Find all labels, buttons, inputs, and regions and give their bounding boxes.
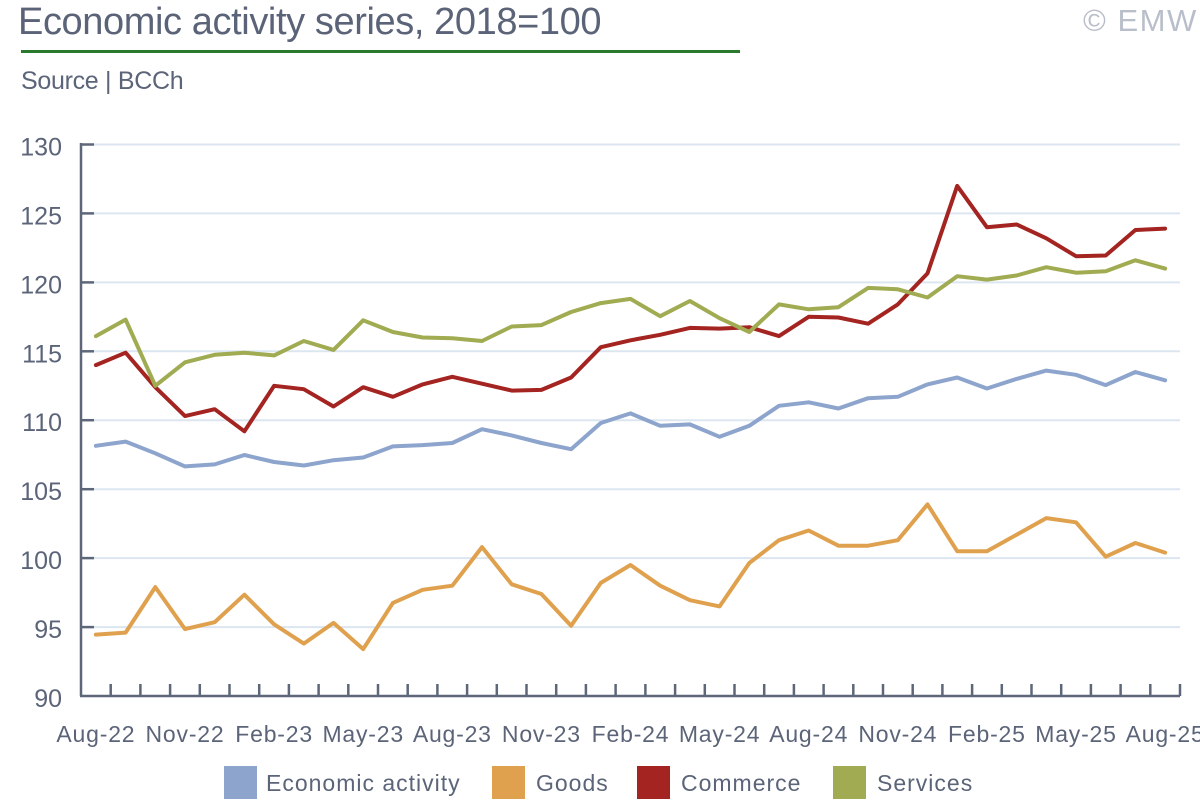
svg-text:Commerce: Commerce [681, 770, 801, 796]
svg-text:Aug-24: Aug-24 [769, 721, 848, 747]
svg-text:Aug-22: Aug-22 [56, 721, 135, 747]
svg-text:Feb-24: Feb-24 [592, 721, 670, 747]
svg-text:120: 120 [20, 271, 62, 299]
svg-text:130: 130 [20, 134, 62, 162]
svg-text:95: 95 [34, 616, 62, 644]
svg-text:May-23: May-23 [322, 721, 404, 747]
svg-text:Economic activity: Economic activity [266, 770, 461, 796]
svg-text:Feb-23: Feb-23 [235, 721, 313, 747]
svg-text:115: 115 [22, 340, 62, 368]
svg-text:90: 90 [34, 685, 62, 713]
svg-text:100: 100 [20, 547, 62, 575]
svg-text:May-25: May-25 [1035, 721, 1117, 747]
svg-text:Goods: Goods [536, 770, 609, 796]
svg-text:125: 125 [20, 202, 62, 230]
svg-text:105: 105 [20, 478, 62, 506]
svg-text:May-24: May-24 [679, 721, 761, 747]
svg-text:Nov-22: Nov-22 [146, 721, 225, 747]
svg-text:Nov-24: Nov-24 [858, 721, 937, 747]
svg-text:Aug-25: Aug-25 [1126, 721, 1200, 747]
svg-text:Aug-23: Aug-23 [413, 721, 492, 747]
svg-text:110: 110 [22, 409, 62, 437]
svg-text:Services: Services [877, 770, 973, 796]
svg-text:Nov-23: Nov-23 [502, 721, 581, 747]
svg-text:Feb-25: Feb-25 [948, 721, 1026, 747]
